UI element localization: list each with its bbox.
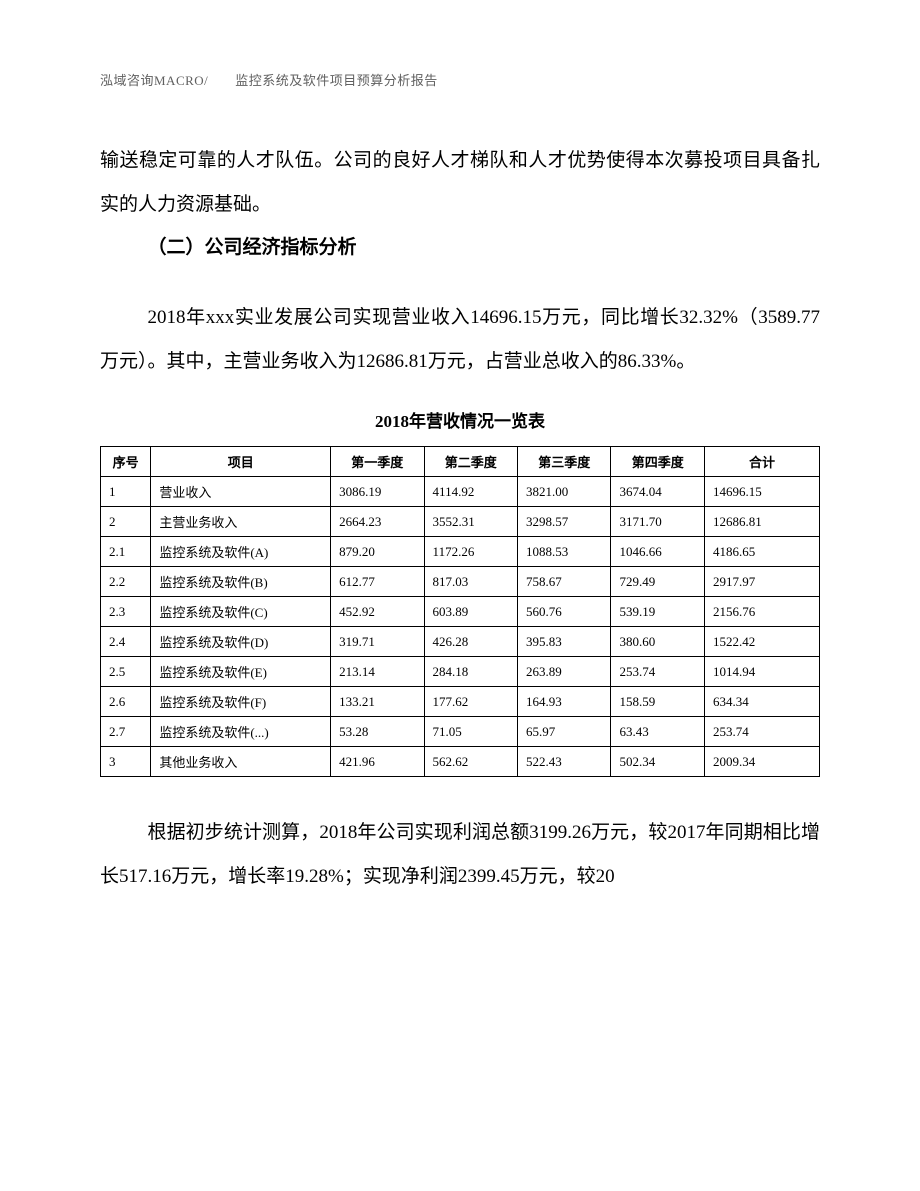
table-cell: 879.20: [331, 537, 424, 567]
table-cell: 612.77: [331, 567, 424, 597]
table-cell: 213.14: [331, 657, 424, 687]
table-cell: 4186.65: [704, 537, 819, 567]
table-cell: 2: [101, 507, 151, 537]
table-cell: 1088.53: [518, 537, 611, 567]
table-cell: 729.49: [611, 567, 704, 597]
col-header: 合计: [704, 447, 819, 477]
table-cell: 817.03: [424, 567, 517, 597]
section-heading: （二）公司经济指标分析: [100, 226, 820, 270]
header-text: 泓域咨询MACRO/ 监控系统及软件项目预算分析报告: [100, 73, 438, 88]
table-cell: 634.34: [704, 687, 819, 717]
table-row: 2.1监控系统及软件(A)879.201172.261088.531046.66…: [101, 537, 820, 567]
table-cell: 监控系统及软件(D): [151, 627, 331, 657]
col-header: 第三季度: [518, 447, 611, 477]
table-cell: 426.28: [424, 627, 517, 657]
table-row: 2.7监控系统及软件(...)53.2871.0565.9763.43253.7…: [101, 717, 820, 747]
table-cell: 560.76: [518, 597, 611, 627]
table-cell: 2664.23: [331, 507, 424, 537]
page-header: 泓域咨询MACRO/ 监控系统及软件项目预算分析报告: [100, 70, 820, 89]
table-cell: 539.19: [611, 597, 704, 627]
table-cell: 1: [101, 477, 151, 507]
table-cell: 2.3: [101, 597, 151, 627]
table-cell: 758.67: [518, 567, 611, 597]
table-cell: 395.83: [518, 627, 611, 657]
table-cell: 452.92: [331, 597, 424, 627]
table-cell: 253.74: [611, 657, 704, 687]
table-cell: 421.96: [331, 747, 424, 777]
table-cell: 522.43: [518, 747, 611, 777]
col-header: 序号: [101, 447, 151, 477]
table-cell: 2.6: [101, 687, 151, 717]
table-cell: 603.89: [424, 597, 517, 627]
paragraph-3: 根据初步统计测算，2018年公司实现利润总额3199.26万元，较2017年同期…: [100, 811, 820, 898]
table-cell: 营业收入: [151, 477, 331, 507]
table-cell: 3674.04: [611, 477, 704, 507]
table-cell: 177.62: [424, 687, 517, 717]
table-cell: 3821.00: [518, 477, 611, 507]
table-row: 2.3监控系统及软件(C)452.92603.89560.76539.19215…: [101, 597, 820, 627]
table-cell: 158.59: [611, 687, 704, 717]
col-header: 第二季度: [424, 447, 517, 477]
table-cell: 2.4: [101, 627, 151, 657]
table-row: 1营业收入3086.194114.923821.003674.0414696.1…: [101, 477, 820, 507]
table-cell: 3552.31: [424, 507, 517, 537]
table-cell: 监控系统及软件(F): [151, 687, 331, 717]
table-cell: 380.60: [611, 627, 704, 657]
table-cell: 3298.57: [518, 507, 611, 537]
table-row: 2.5监控系统及软件(E)213.14284.18263.89253.74101…: [101, 657, 820, 687]
table-cell: 2009.34: [704, 747, 819, 777]
table-cell: 监控系统及软件(C): [151, 597, 331, 627]
table-cell: 65.97: [518, 717, 611, 747]
table-cell: 263.89: [518, 657, 611, 687]
table-cell: 2.7: [101, 717, 151, 747]
table-title: 2018年营收情况一览表: [100, 407, 820, 432]
table-row: 3其他业务收入421.96562.62522.43502.342009.34: [101, 747, 820, 777]
table-cell: 12686.81: [704, 507, 819, 537]
col-header: 项目: [151, 447, 331, 477]
table-cell: 14696.15: [704, 477, 819, 507]
table-cell: 1014.94: [704, 657, 819, 687]
table-cell: 71.05: [424, 717, 517, 747]
table-cell: 253.74: [704, 717, 819, 747]
table-cell: 562.62: [424, 747, 517, 777]
table-cell: 监控系统及软件(E): [151, 657, 331, 687]
table-cell: 监控系统及软件(...): [151, 717, 331, 747]
table-cell: 4114.92: [424, 477, 517, 507]
table-header-row: 序号 项目 第一季度 第二季度 第三季度 第四季度 合计: [101, 447, 820, 477]
col-header: 第四季度: [611, 447, 704, 477]
table-row: 2主营业务收入2664.233552.313298.573171.7012686…: [101, 507, 820, 537]
table-row: 2.2监控系统及软件(B)612.77817.03758.67729.49291…: [101, 567, 820, 597]
table-cell: 2917.97: [704, 567, 819, 597]
table-row: 2.4监控系统及软件(D)319.71426.28395.83380.60152…: [101, 627, 820, 657]
table-cell: 1522.42: [704, 627, 819, 657]
paragraph-2: 2018年xxx实业发展公司实现营业收入14696.15万元，同比增长32.32…: [100, 296, 820, 383]
table-row: 2.6监控系统及软件(F)133.21177.62164.93158.59634…: [101, 687, 820, 717]
table-cell: 2.2: [101, 567, 151, 597]
table-cell: 3: [101, 747, 151, 777]
table-cell: 2.1: [101, 537, 151, 567]
table-cell: 133.21: [331, 687, 424, 717]
table-cell: 53.28: [331, 717, 424, 747]
table-cell: 1172.26: [424, 537, 517, 567]
table-cell: 284.18: [424, 657, 517, 687]
table-cell: 1046.66: [611, 537, 704, 567]
table-cell: 2.5: [101, 657, 151, 687]
paragraph-1: 输送稳定可靠的人才队伍。公司的良好人才梯队和人才优势使得本次募投项目具备扎实的人…: [100, 139, 820, 226]
table-cell: 502.34: [611, 747, 704, 777]
col-header: 第一季度: [331, 447, 424, 477]
table-cell: 319.71: [331, 627, 424, 657]
table-cell: 主营业务收入: [151, 507, 331, 537]
revenue-table: 序号 项目 第一季度 第二季度 第三季度 第四季度 合计 1营业收入3086.1…: [100, 446, 820, 777]
table-cell: 监控系统及软件(B): [151, 567, 331, 597]
table-cell: 63.43: [611, 717, 704, 747]
table-cell: 其他业务收入: [151, 747, 331, 777]
table-cell: 3171.70: [611, 507, 704, 537]
table-cell: 2156.76: [704, 597, 819, 627]
table-body: 1营业收入3086.194114.923821.003674.0414696.1…: [101, 477, 820, 777]
table-cell: 3086.19: [331, 477, 424, 507]
table-cell: 164.93: [518, 687, 611, 717]
table-cell: 监控系统及软件(A): [151, 537, 331, 567]
